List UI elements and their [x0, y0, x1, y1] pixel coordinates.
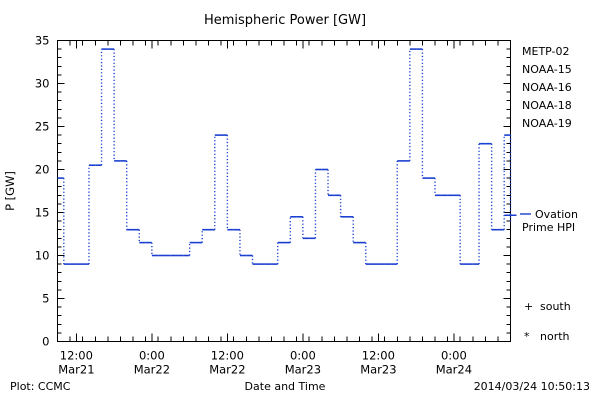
legend-item-noaa-15: NOAA-15	[522, 63, 572, 76]
y-tick-label: 20	[35, 163, 50, 177]
legend-item-metp-02: METP-02	[522, 45, 570, 58]
page-title: Hemispheric Power [GW]	[204, 13, 366, 28]
data-series-group	[57, 48, 512, 265]
plot-border	[56, 39, 512, 343]
ovation-legend-label-line2: Prime HPI	[522, 221, 575, 234]
x-tick-label-time: 12:00	[211, 349, 244, 363]
x-tick-label-time: 12:00	[60, 349, 93, 363]
x-tick-label-date: Mar22	[209, 363, 245, 377]
y-tick-label: 30	[35, 77, 50, 91]
x-tick-label-date: Mar24	[436, 363, 472, 377]
legend: METP-02 NOAA-15 NOAA-16 NOAA-18 NOAA-19 Ovati…	[520, 45, 578, 343]
x-axis-ticks: 12:00Mar210:00Mar2212:00Mar220:00Mar2312…	[58, 40, 499, 377]
y-tick-label: 10	[35, 249, 50, 263]
y-axis-ticks: 0 5 10 15 20 25 30 35	[35, 34, 511, 349]
marker-label-south: south	[540, 300, 571, 313]
y-tick-label: 0	[42, 335, 49, 349]
x-tick-label-time: 0:00	[441, 349, 467, 363]
y-tick-label: 25	[35, 120, 50, 134]
y-tick-label: 5	[42, 292, 49, 306]
marker-symbol-north: *	[524, 330, 530, 343]
legend-item-noaa-18: NOAA-18	[522, 99, 572, 112]
x-tick-label-date: Mar23	[360, 363, 396, 377]
y-axis-label-group: P [GW]	[3, 171, 17, 211]
plot-frame	[56, 39, 512, 343]
timestamp-label: 2014/03/24 10:50:13	[474, 380, 590, 393]
chart-title-group: Hemispheric Power [GW]	[204, 13, 366, 28]
y-tick-label: 15	[35, 206, 50, 220]
x-axis-label: Date and Time	[245, 380, 326, 393]
x-tick-label-date: Mar21	[58, 363, 94, 377]
legend-item-noaa-16: NOAA-16	[522, 81, 572, 94]
marker-label-north: north	[540, 330, 570, 343]
footer: Plot: CCMC Date and Time 2014/03/24 10:5…	[10, 380, 590, 393]
x-tick-label-date: Mar23	[285, 363, 321, 377]
plot-source-label: Plot: CCMC	[10, 380, 71, 393]
marker-symbol-south: +	[524, 300, 533, 313]
y-tick-label: 35	[35, 34, 50, 48]
x-tick-label-date: Mar22	[134, 363, 170, 377]
x-tick-label-time: 0:00	[290, 349, 316, 363]
legend-item-noaa-19: NOAA-19	[522, 117, 572, 130]
x-tick-label-time: 0:00	[139, 349, 165, 363]
x-tick-label-time: 12:00	[362, 349, 395, 363]
ovation-legend-label-line1: Ovation	[535, 208, 578, 221]
y-axis-label: P [GW]	[3, 171, 17, 211]
